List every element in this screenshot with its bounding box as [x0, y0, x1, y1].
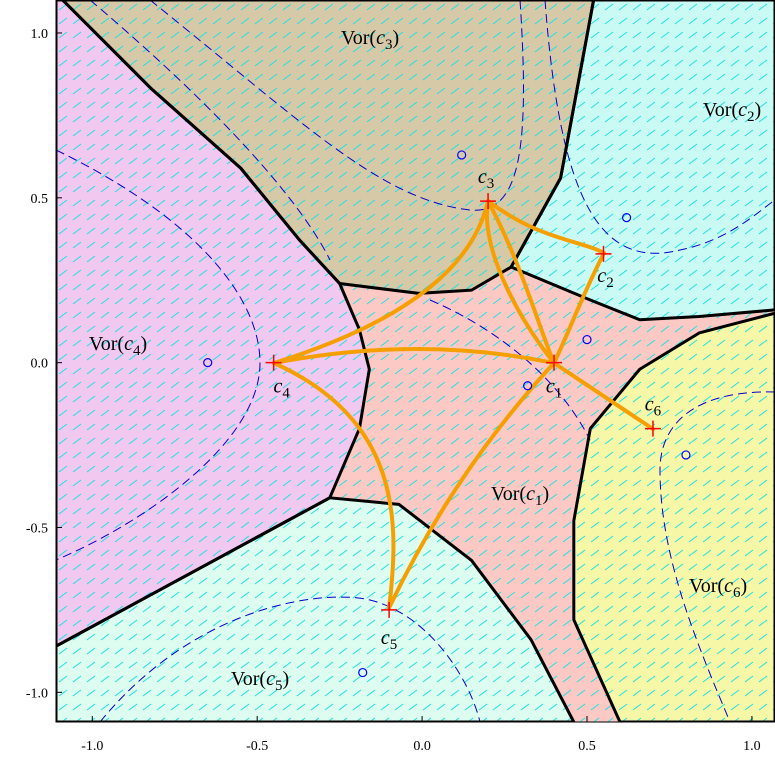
x-tick-label: -1.0: [81, 739, 103, 754]
region-label: Vor(c1): [491, 483, 549, 509]
center: [265, 354, 282, 371]
edge: [552, 251, 606, 365]
center-label: c5: [381, 627, 397, 653]
center-label: c3: [478, 166, 494, 192]
region-boundary: [572, 311, 775, 722]
center: [546, 354, 563, 371]
region-label: Vor(c6): [689, 575, 747, 601]
edges: [272, 199, 655, 610]
contour: [99, 596, 481, 722]
edge: [272, 347, 556, 365]
region-label: Vor(c4): [89, 333, 147, 359]
center: [644, 420, 661, 437]
center-label: c2: [597, 265, 613, 291]
sample-point: [457, 150, 467, 160]
edge: [485, 199, 556, 365]
sample-point: [681, 450, 691, 460]
x-tick-label: 0.0: [413, 739, 431, 754]
edge: [387, 361, 556, 610]
x-tick-label: 1.0: [743, 739, 761, 754]
region-boundary: [56, 496, 576, 722]
y-tick-label: -1.0: [26, 686, 48, 701]
region-label: Vor(c5): [231, 668, 289, 694]
center: [595, 245, 612, 262]
center-label: c6: [645, 394, 662, 420]
sample-point: [203, 358, 213, 368]
y-tick-label: -0.5: [26, 521, 48, 536]
region-label: Vor(c3): [341, 27, 399, 53]
sample-point: [621, 212, 632, 223]
edge: [486, 199, 556, 365]
edge: [486, 199, 606, 255]
edge: [552, 361, 655, 431]
contour: [544, 0, 775, 254]
sample-point: [358, 667, 368, 678]
x-tick-label: 0.5: [578, 739, 596, 754]
center-label: c1: [546, 376, 562, 402]
center-label: c4: [273, 376, 290, 402]
vector-field: [56, 0, 775, 722]
center: [480, 193, 497, 210]
edge: [272, 361, 396, 610]
contour: [56, 149, 261, 561]
sample-point: [582, 334, 592, 345]
y-tick-label: 1.0: [31, 27, 49, 42]
y-tick-label: 0.5: [31, 192, 49, 207]
contours: [56, 0, 775, 722]
y-tick-label: 0.0: [31, 357, 49, 372]
x-tick-label: -0.5: [246, 739, 268, 754]
region-label: Vor(c2): [703, 99, 761, 125]
contour: [149, 0, 524, 211]
plot-frame: [55, 0, 775, 723]
center: [381, 601, 398, 618]
edge: [272, 199, 490, 365]
sample-point: [523, 381, 533, 391]
contour: [89, 0, 331, 261]
